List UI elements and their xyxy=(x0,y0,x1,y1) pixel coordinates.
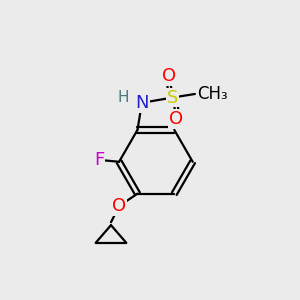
Text: H: H xyxy=(118,90,129,105)
Text: O: O xyxy=(169,110,183,128)
Text: N: N xyxy=(135,94,149,112)
Text: F: F xyxy=(94,151,104,169)
Text: O: O xyxy=(112,197,126,215)
Text: CH₃: CH₃ xyxy=(197,85,228,103)
Text: S: S xyxy=(167,88,178,106)
Text: O: O xyxy=(162,67,176,85)
